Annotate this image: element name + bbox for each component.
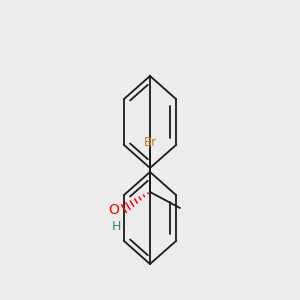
- Text: Br: Br: [143, 136, 157, 149]
- Text: O: O: [108, 203, 119, 217]
- Text: H: H: [111, 220, 121, 233]
